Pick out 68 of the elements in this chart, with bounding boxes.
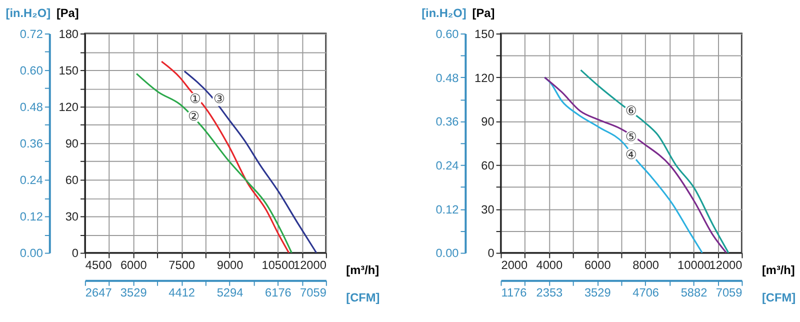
x2-axis-title: [CFM] [762,290,796,305]
y2-tick-label: 0.00 [20,246,44,260]
annotation: ② [188,109,200,124]
x2-tick-label: 6176 [265,286,292,300]
x2-tick-label: 3529 [584,286,612,300]
x2-tick-label: 7059 [300,286,327,300]
annotation: ④ [625,148,637,163]
x-tick-label: 8000 [632,258,660,272]
annotation: ① [189,92,202,108]
x2-axis-title: [CFM] [346,290,380,305]
x-tick-label: 9000 [216,258,244,272]
x-tick-label: 6000 [120,258,148,272]
x2-tick-label: 4412 [168,286,196,300]
y2-axis-title: [in.H₂O] [6,6,51,20]
x2-tick-label: 7059 [716,286,743,300]
y-tick-label: 120 [474,70,495,85]
x-tick-label: 4500 [85,258,112,272]
y-tick-label: 0 [488,246,495,260]
line-series [136,72,292,254]
line-series [160,60,290,254]
y2-tick-label: 0.12 [436,202,459,216]
y-tick-label: 150 [474,26,495,41]
x-tick-label: 6000 [584,258,612,272]
x-tick-label: 4000 [536,258,564,272]
annotation: ⑥ [625,104,637,119]
x-axis-title: [m³/h] [346,263,380,277]
y2-tick-label: 0.24 [436,158,460,173]
y2-tick-label: 0.12 [20,210,43,224]
y-tick-label: 120 [58,100,79,114]
y-tick-label: 90 [65,136,79,151]
x-tick-label: 10000 [678,258,711,272]
y2-tick-label: 0.60 [20,63,44,78]
y-tick-label: 60 [481,158,495,173]
y2-tick-label: 0.48 [436,70,460,85]
y-tick-label: 30 [65,210,79,224]
y-tick-label: 60 [65,173,79,188]
x-tick-label: 12000 [293,258,327,272]
line-series [580,69,730,254]
x-tick-label: 12000 [709,258,743,272]
line-series [184,70,318,254]
x2-tick-label: 5882 [680,286,708,300]
y-axis-title: [Pa] [472,6,495,20]
x-tick-label: 2000 [501,258,528,272]
y2-tick-label: 0.24 [20,173,44,188]
x-tick-label: 7500 [168,258,196,272]
x2-tick-label: 1176 [501,286,528,300]
y-tick-label: 150 [58,63,79,78]
y2-tick-label: 0.60 [436,26,460,41]
x2-tick-label: 5294 [216,286,244,300]
annotation: ③ [213,92,226,108]
y2-tick-label: 0.36 [20,136,44,151]
y-tick-label: 180 [58,26,79,41]
y-tick-label: 0 [72,246,79,260]
x2-tick-label: 4706 [632,286,660,300]
x2-tick-label: 2353 [536,286,564,300]
y-tick-label: 90 [481,114,495,129]
y2-tick-label: 0.36 [436,114,460,129]
x2-tick-label: 2647 [85,286,112,300]
y-tick-label: 30 [481,202,495,216]
y2-tick-label: 0.00 [436,246,460,260]
y2-tick-label: 0.72 [20,26,43,41]
x-tick-label: 10500 [262,258,296,272]
y-axis-title: [Pa] [56,6,79,20]
x2-tick-label: 3529 [120,286,148,300]
y2-tick-label: 0.48 [20,100,44,114]
x-axis-title: [m³/h] [762,263,795,277]
y2-axis-title: [in.H₂O] [422,6,466,20]
annotation: ⑤ [625,130,637,146]
